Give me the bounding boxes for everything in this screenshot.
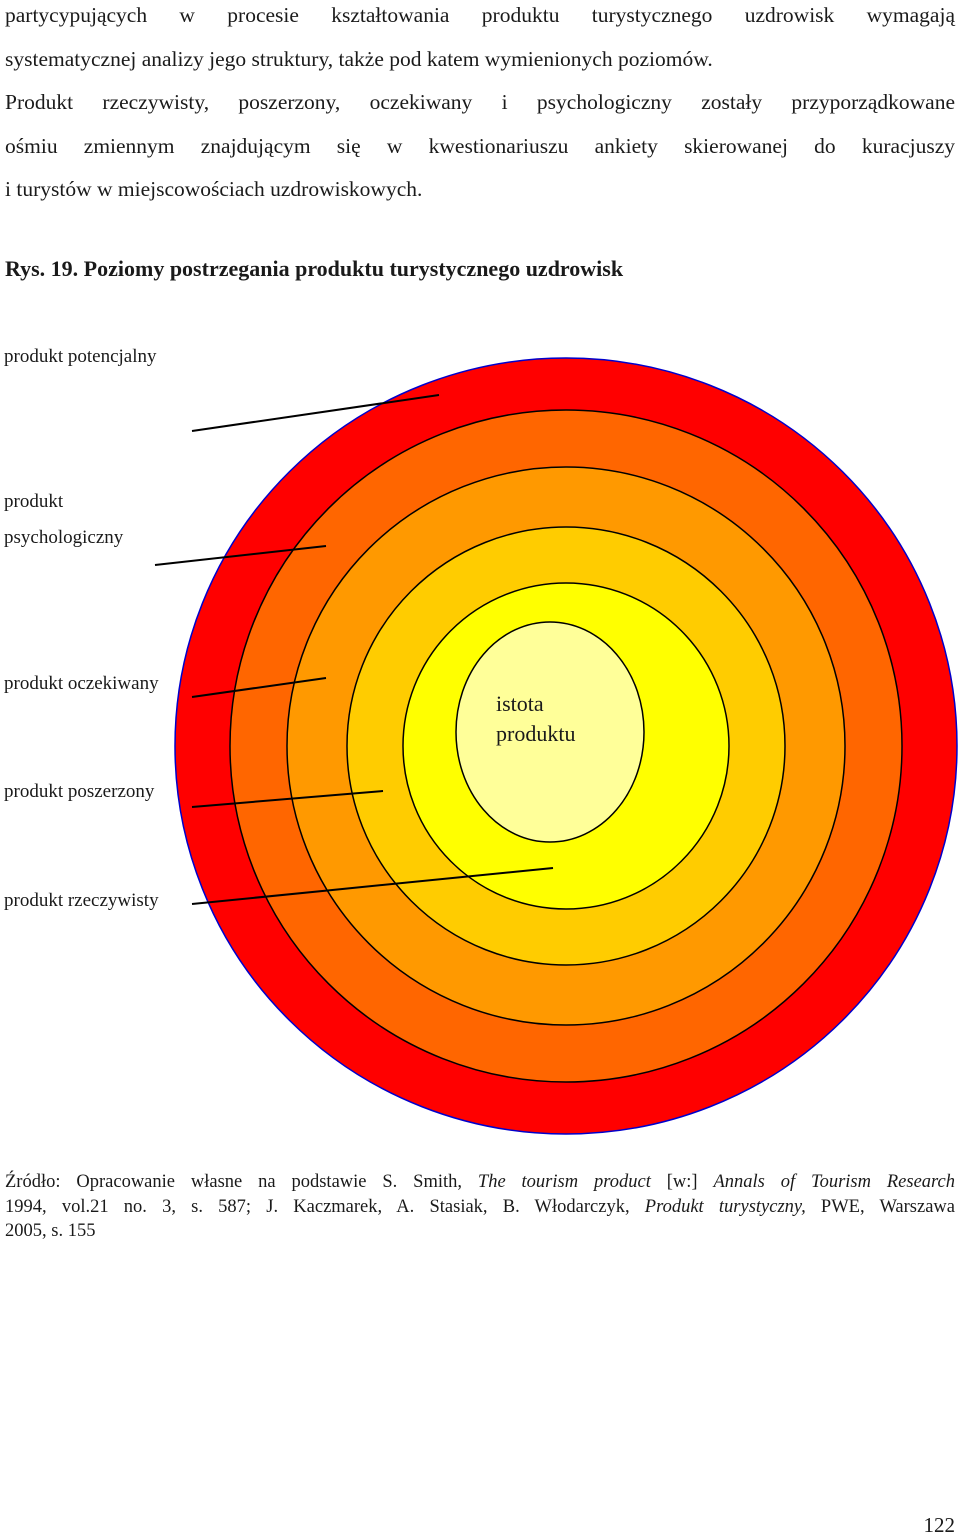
- label-psychologiczny-1: produkt: [4, 491, 64, 512]
- source-line2-a: 1994, vol.21 no. 3, s. 587; J. Kaczmarek…: [5, 1196, 645, 1217]
- label-rzeczywisty: produkt rzeczywisty: [4, 890, 159, 911]
- source-title-1: The tourism product: [477, 1172, 651, 1192]
- body-paragraph: partycypujących w procesie kształtowania…: [5, 0, 955, 212]
- paragraph-line-1: partycypujących w procesie kształtowania…: [5, 3, 955, 27]
- source-line-3: 2005, s. 155: [5, 1221, 96, 1241]
- page-number: 122: [923, 1513, 956, 1537]
- leader-line-oczekiwany: [191, 677, 327, 698]
- source-title-2: Produkt turystyczny,: [644, 1196, 806, 1217]
- label-oczekiwany: produkt oczekiwany: [4, 673, 159, 694]
- leader-line-rzeczywisty: [191, 867, 554, 905]
- figure-source: Źródło: Opracowanie własne na podstawie …: [5, 1170, 955, 1244]
- label-poszerzony: produkt poszerzony: [4, 781, 155, 802]
- paragraph-line-3: Produkt rzeczywisty, poszerzony, oczekiw…: [5, 90, 955, 114]
- source-prefix: Źródło: Opracowanie własne na podstawie …: [5, 1172, 478, 1192]
- leader-line-poszerzony: [191, 790, 384, 808]
- leader-line-potencjalny: [191, 394, 440, 432]
- paragraph-line-4: ośmiu zmiennym znajdującym się w kwestio…: [5, 133, 955, 158]
- label-potencjalny: produkt potencjalny: [4, 346, 157, 367]
- source-line-1: Źródło: Opracowanie własne na podstawie …: [5, 1170, 955, 1195]
- figure-title: Rys. 19. Poziomy postrzegania produktu t…: [5, 256, 624, 281]
- source-line-2: 1994, vol.21 no. 3, s. 587; J. Kaczmarek…: [5, 1195, 955, 1220]
- source-journal: Annals of Tourism Research: [713, 1172, 956, 1192]
- label-psychologiczny-2: psychologiczny: [4, 527, 124, 548]
- paragraph-line-2: systematycznej analizy jego struktury, t…: [5, 46, 713, 71]
- leader-line-psychologiczny: [154, 545, 327, 566]
- paragraph-line-5: i turystów w miejscowościach uzdrowiskow…: [5, 177, 423, 201]
- core-label-1: istota: [496, 691, 544, 716]
- source-line2-b: PWE, Warszawa: [805, 1196, 955, 1217]
- core-label-2: produktu: [496, 721, 575, 746]
- source-mid-1: [w:]: [650, 1172, 714, 1192]
- core-circle: [455, 621, 645, 843]
